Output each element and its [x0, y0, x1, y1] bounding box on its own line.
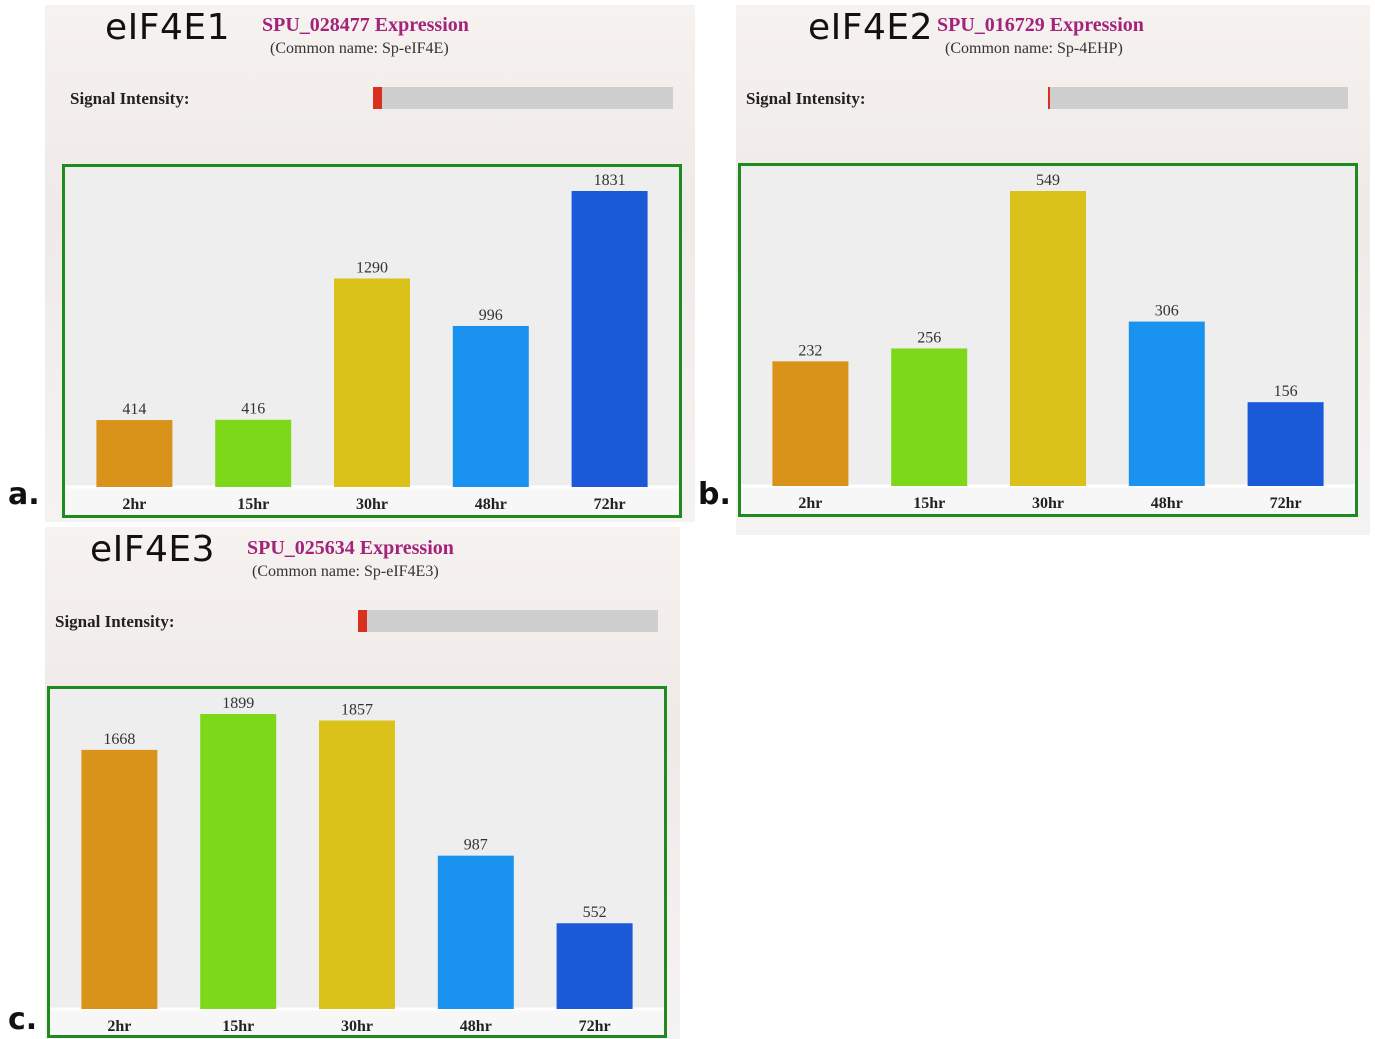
bar-b-72hr — [1247, 402, 1324, 486]
category-label-c-72hr: 72hr — [579, 1018, 611, 1035]
axis-strip-b — [741, 486, 1355, 514]
chart-frame-c: 1668 2hr 1899 15hr 1857 30hr 987 48hr 552 72hr — [47, 686, 667, 1038]
expression-title-b: SPU_016729 Expression — [937, 14, 1144, 36]
bar-c-2hr — [81, 749, 158, 1009]
bar-c-30hr — [319, 720, 395, 1009]
signal-label-c: Signal Intensity: — [55, 612, 175, 631]
bar-c-72hr — [556, 923, 633, 1009]
gene-label-c: eIF4E3 — [90, 529, 216, 570]
category-label-c-30hr: 30hr — [341, 1018, 373, 1035]
bar-value-b-15hr: 256 — [917, 329, 941, 346]
bar-value-a-72hr: 1831 — [594, 172, 626, 189]
chart-frame-b: 232 2hr 256 15hr 549 30hr 306 48hr 156 72hr — [738, 163, 1358, 517]
category-label-a-48hr: 48hr — [475, 496, 507, 513]
bar-a-2hr — [96, 420, 173, 487]
category-label-c-15hr: 15hr — [222, 1018, 254, 1035]
expression-title-c: SPU_025634 Expression — [247, 537, 454, 559]
common-name-a: (Common name: Sp-eIF4E) — [270, 40, 449, 57]
signal-bar-b — [1048, 87, 1348, 109]
panel-letter-c: c. — [8, 1002, 38, 1037]
bar-value-a-48hr: 996 — [479, 307, 503, 324]
axis-strip-a — [65, 487, 679, 515]
category-label-b-72hr: 72hr — [1270, 495, 1302, 512]
expression-title-a: SPU_028477 Expression — [262, 14, 469, 36]
panel-letter-b: b. — [698, 477, 731, 512]
bar-value-b-30hr: 549 — [1036, 172, 1060, 189]
signal-bar-a — [373, 87, 673, 109]
bar-a-15hr — [215, 419, 292, 487]
gene-label-a: eIF4E1 — [105, 7, 231, 48]
chart-a: 414 2hr 416 15hr 1290 30hr 996 48hr 1831 72hr — [65, 172, 679, 515]
bar-value-c-72hr: 552 — [583, 904, 607, 921]
bar-value-a-15hr: 416 — [241, 401, 265, 418]
signal-label-b: Signal Intensity: — [746, 89, 866, 108]
bar-value-b-48hr: 306 — [1155, 303, 1179, 320]
category-label-c-2hr: 2hr — [107, 1018, 131, 1035]
bar-a-72hr — [571, 191, 648, 487]
category-label-a-2hr: 2hr — [122, 496, 146, 513]
category-label-b-48hr: 48hr — [1151, 495, 1183, 512]
category-label-b-15hr: 15hr — [913, 495, 945, 512]
category-label-b-2hr: 2hr — [798, 495, 822, 512]
category-label-a-15hr: 15hr — [237, 496, 269, 513]
bar-value-c-2hr: 1668 — [103, 731, 135, 748]
signal-fill-c — [358, 610, 367, 632]
common-name-b: (Common name: Sp-4EHP) — [945, 40, 1123, 57]
bar-b-48hr — [1128, 321, 1205, 486]
bar-value-c-15hr: 1899 — [222, 695, 254, 712]
bar-c-15hr — [200, 714, 277, 1009]
chart-b: 232 2hr 256 15hr 549 30hr 306 48hr 156 72hr — [741, 172, 1355, 514]
signal-label-a: Signal Intensity: — [70, 89, 190, 108]
bar-a-48hr — [452, 325, 529, 487]
bar-value-a-2hr: 414 — [122, 401, 146, 418]
signal-bar-c — [358, 610, 658, 632]
chart-frame-a: 414 2hr 416 15hr 1290 30hr 996 48hr 1831 72hr — [62, 164, 682, 518]
bar-b-2hr — [772, 361, 849, 486]
bar-value-c-48hr: 987 — [464, 837, 488, 854]
bar-b-30hr — [1010, 191, 1086, 486]
category-label-c-48hr: 48hr — [460, 1018, 492, 1035]
bar-value-b-72hr: 156 — [1274, 383, 1298, 400]
common-name-c: (Common name: Sp-eIF4E3) — [252, 563, 439, 580]
chart-c: 1668 2hr 1899 15hr 1857 30hr 987 48hr 552 72hr — [50, 695, 664, 1035]
bar-value-b-2hr: 232 — [798, 342, 822, 359]
category-label-a-30hr: 30hr — [356, 496, 388, 513]
axis-strip-c — [50, 1009, 664, 1035]
bar-b-15hr — [891, 348, 968, 486]
signal-fill-b — [1048, 87, 1050, 109]
bar-value-a-30hr: 1290 — [356, 259, 388, 276]
category-label-a-72hr: 72hr — [594, 496, 626, 513]
category-label-b-30hr: 30hr — [1032, 495, 1064, 512]
gene-label-b: eIF4E2 — [808, 7, 934, 48]
signal-fill-a — [373, 87, 382, 109]
bar-a-30hr — [334, 278, 410, 487]
panel-letter-a: a. — [8, 477, 40, 512]
bar-value-c-30hr: 1857 — [341, 702, 373, 719]
bar-c-48hr — [437, 855, 514, 1009]
